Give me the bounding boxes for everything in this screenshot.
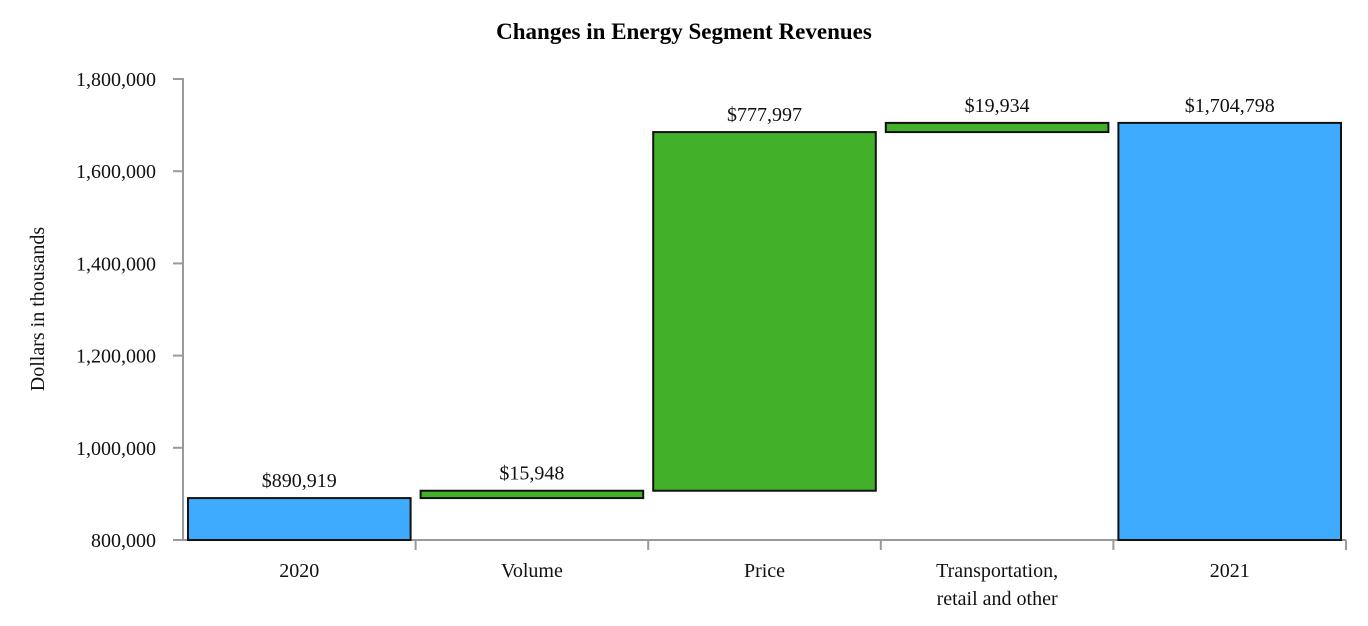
data-label: $19,934	[965, 95, 1030, 117]
y-tick-label: 1,400,000	[76, 253, 156, 275]
bar-volume	[419, 489, 645, 500]
bars: $890,919 $15,948 $777,997 $19,934 $1,704,798	[187, 95, 1343, 541]
x-tick-label: Price	[744, 560, 785, 582]
x-ticks: 2020 Volume Price Transportation, retail and…	[279, 540, 1347, 610]
y-tick-label: 1,600,000	[76, 161, 156, 183]
x-tick-label: 2021	[1210, 560, 1250, 582]
bar-transportation-retail-and-other	[884, 121, 1110, 134]
bar-2020	[187, 497, 412, 541]
bar-price	[652, 131, 877, 492]
chart-title: Changes in Energy Segment Revenues	[496, 19, 872, 44]
bar-2021	[1117, 121, 1343, 541]
data-label: $890,919	[262, 470, 337, 492]
y-tick-label: 1,000,000	[76, 438, 156, 460]
y-tick-label: 1,800,000	[76, 69, 156, 91]
y-ticks: 800,000 1,000,000 1,200,000 1,400,000 1,600,…	[76, 69, 183, 552]
x-tick-label: retail and other	[937, 588, 1058, 610]
x-tick-label: Volume	[501, 560, 563, 582]
data-label: $777,997	[727, 104, 802, 126]
y-tick-label: 1,200,000	[76, 346, 156, 368]
x-tick-label: Transportation,	[936, 560, 1058, 582]
y-axis-title: Dollars in thousands	[27, 227, 49, 392]
x-tick-label: 2020	[279, 560, 319, 582]
y-tick-label: 800,000	[91, 530, 156, 552]
data-label: $1,704,798	[1185, 95, 1275, 117]
data-label: $15,948	[499, 463, 564, 485]
